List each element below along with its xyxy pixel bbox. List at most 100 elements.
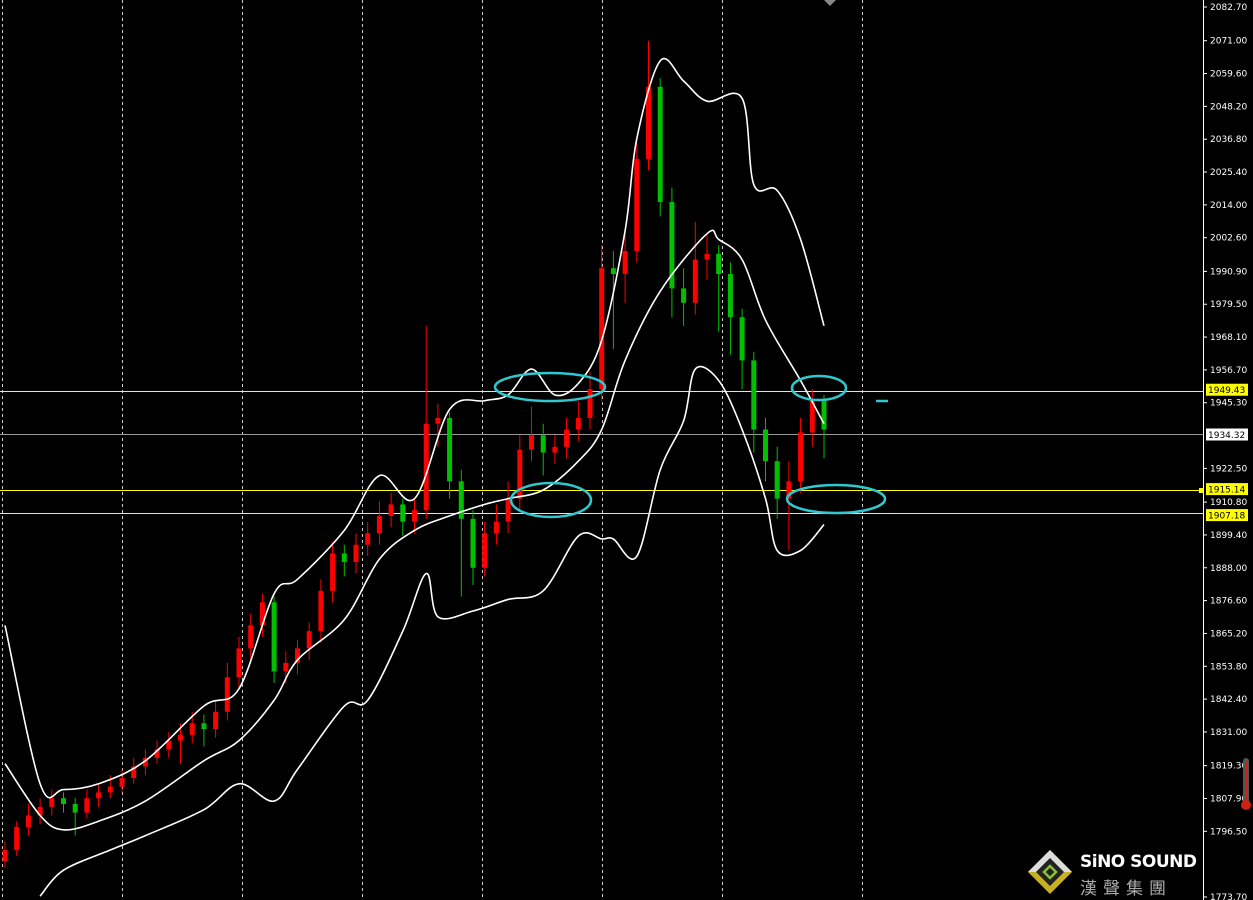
candle-body [107, 786, 113, 793]
candle-body [306, 631, 312, 649]
annotation-ellipse [790, 374, 848, 402]
candle-body [341, 553, 347, 563]
candle-body [798, 432, 804, 482]
candle-body [763, 429, 768, 462]
y-tick-label: 1773.70 [1210, 893, 1247, 900]
candle-body [236, 648, 242, 678]
candle-body [634, 158, 640, 251]
level-label: 1907.18 [1208, 512, 1245, 522]
logo-diamond-icon [1028, 850, 1072, 894]
candle-body [435, 418, 441, 424]
candle-body [575, 418, 581, 430]
candle-body [353, 544, 359, 563]
candle-body [809, 400, 815, 433]
candle-body [248, 625, 254, 649]
candle-body [96, 792, 102, 799]
candle-body [587, 389, 593, 419]
candle-body [72, 803, 78, 813]
candle-body [482, 533, 488, 568]
logo-text: SiNO SOUND [1080, 852, 1197, 872]
y-tick-label: 1922.50 [1210, 464, 1247, 474]
y-tick-label: 2002.60 [1210, 234, 1247, 244]
candle-body [692, 259, 698, 303]
candle-body [84, 798, 90, 813]
candle-body [505, 498, 511, 522]
candle-body [37, 806, 43, 816]
candle-body [330, 553, 336, 591]
candle-body [295, 648, 300, 663]
candle-body [447, 418, 453, 482]
level-handle [1199, 488, 1204, 493]
candle-body [213, 711, 219, 730]
candle-body [681, 288, 687, 303]
y-tick-label: 1990.90 [1210, 267, 1247, 277]
y-tick-label: 2025.40 [1210, 168, 1247, 178]
annotations [493, 371, 888, 519]
candle-body [412, 510, 417, 522]
candle-body [727, 273, 733, 318]
candle-body [786, 481, 792, 499]
logo-chinese-text: 漢聲集團 [1080, 879, 1172, 899]
y-tick-label: 1899.40 [1210, 531, 1247, 541]
y-tick-label: 2082.70 [1210, 3, 1247, 13]
candle-body [142, 757, 148, 767]
y-tick-label: 1968.10 [1210, 333, 1247, 343]
y-tick-label: 2036.80 [1210, 135, 1247, 145]
annotation-ellipse [509, 481, 593, 519]
candle-body [458, 481, 464, 519]
sino-sound-logo: SiNO SOUND 漢聲集團 [1026, 848, 1201, 899]
candle-body [622, 250, 628, 274]
candle-body [470, 518, 476, 568]
candle-body [189, 723, 195, 735]
candle-body [821, 400, 827, 430]
scroll-marker-icon[interactable] [824, 0, 836, 6]
candle-body [529, 435, 534, 450]
candle-body [14, 826, 20, 851]
level-label: 1949.43 [1208, 386, 1245, 396]
level-label-bg [1206, 509, 1248, 522]
candle-body [610, 268, 616, 274]
candle-body [599, 268, 605, 390]
y-tick-label: 1888.00 [1210, 564, 1247, 574]
candle-body [423, 423, 429, 511]
candle-body [669, 201, 675, 289]
y-tick-label: 1956.70 [1210, 366, 1247, 376]
annotation-ellipse [493, 371, 607, 403]
candles [2, 40, 827, 868]
annotation-ellipse [785, 483, 887, 515]
candle-body [224, 677, 230, 712]
candle-body [25, 815, 31, 827]
candle-body [400, 504, 406, 522]
candle-body [751, 360, 757, 430]
candle-body [119, 778, 125, 787]
candle-body [540, 435, 546, 453]
y-tick-label: 1819.30 [1210, 762, 1247, 772]
y-tick-label: 1796.50 [1210, 827, 1247, 837]
candle-body [178, 734, 183, 741]
candle-body [493, 521, 499, 534]
candle-body [646, 86, 651, 159]
candle-body [318, 590, 324, 632]
y-tick-label: 1876.60 [1210, 597, 1247, 607]
candle-body [376, 515, 382, 534]
level-label: 1915.14 [1208, 486, 1245, 496]
y-tick-label: 2048.20 [1210, 102, 1247, 112]
candle-body [564, 429, 570, 447]
bollinger-lower-band [39, 365, 825, 897]
candle-body [49, 798, 55, 807]
candle-body [154, 749, 160, 758]
candle-body [271, 602, 277, 672]
y-tick-label: 1842.40 [1210, 695, 1247, 705]
level-label-bg [1206, 428, 1248, 441]
y-tick-label: 1945.30 [1210, 399, 1247, 409]
candle-body [131, 766, 137, 779]
candle-body [201, 723, 207, 730]
bollinger-middle-band [4, 229, 825, 831]
candle-body [259, 602, 265, 626]
y-tick-label: 1865.20 [1210, 629, 1247, 639]
candle-body [283, 662, 289, 672]
price-axis: 2082.70 2071.00 2059.60 2048.20 2036.80 2025.… [1203, 3, 1247, 900]
level-label-bg [1206, 383, 1248, 396]
